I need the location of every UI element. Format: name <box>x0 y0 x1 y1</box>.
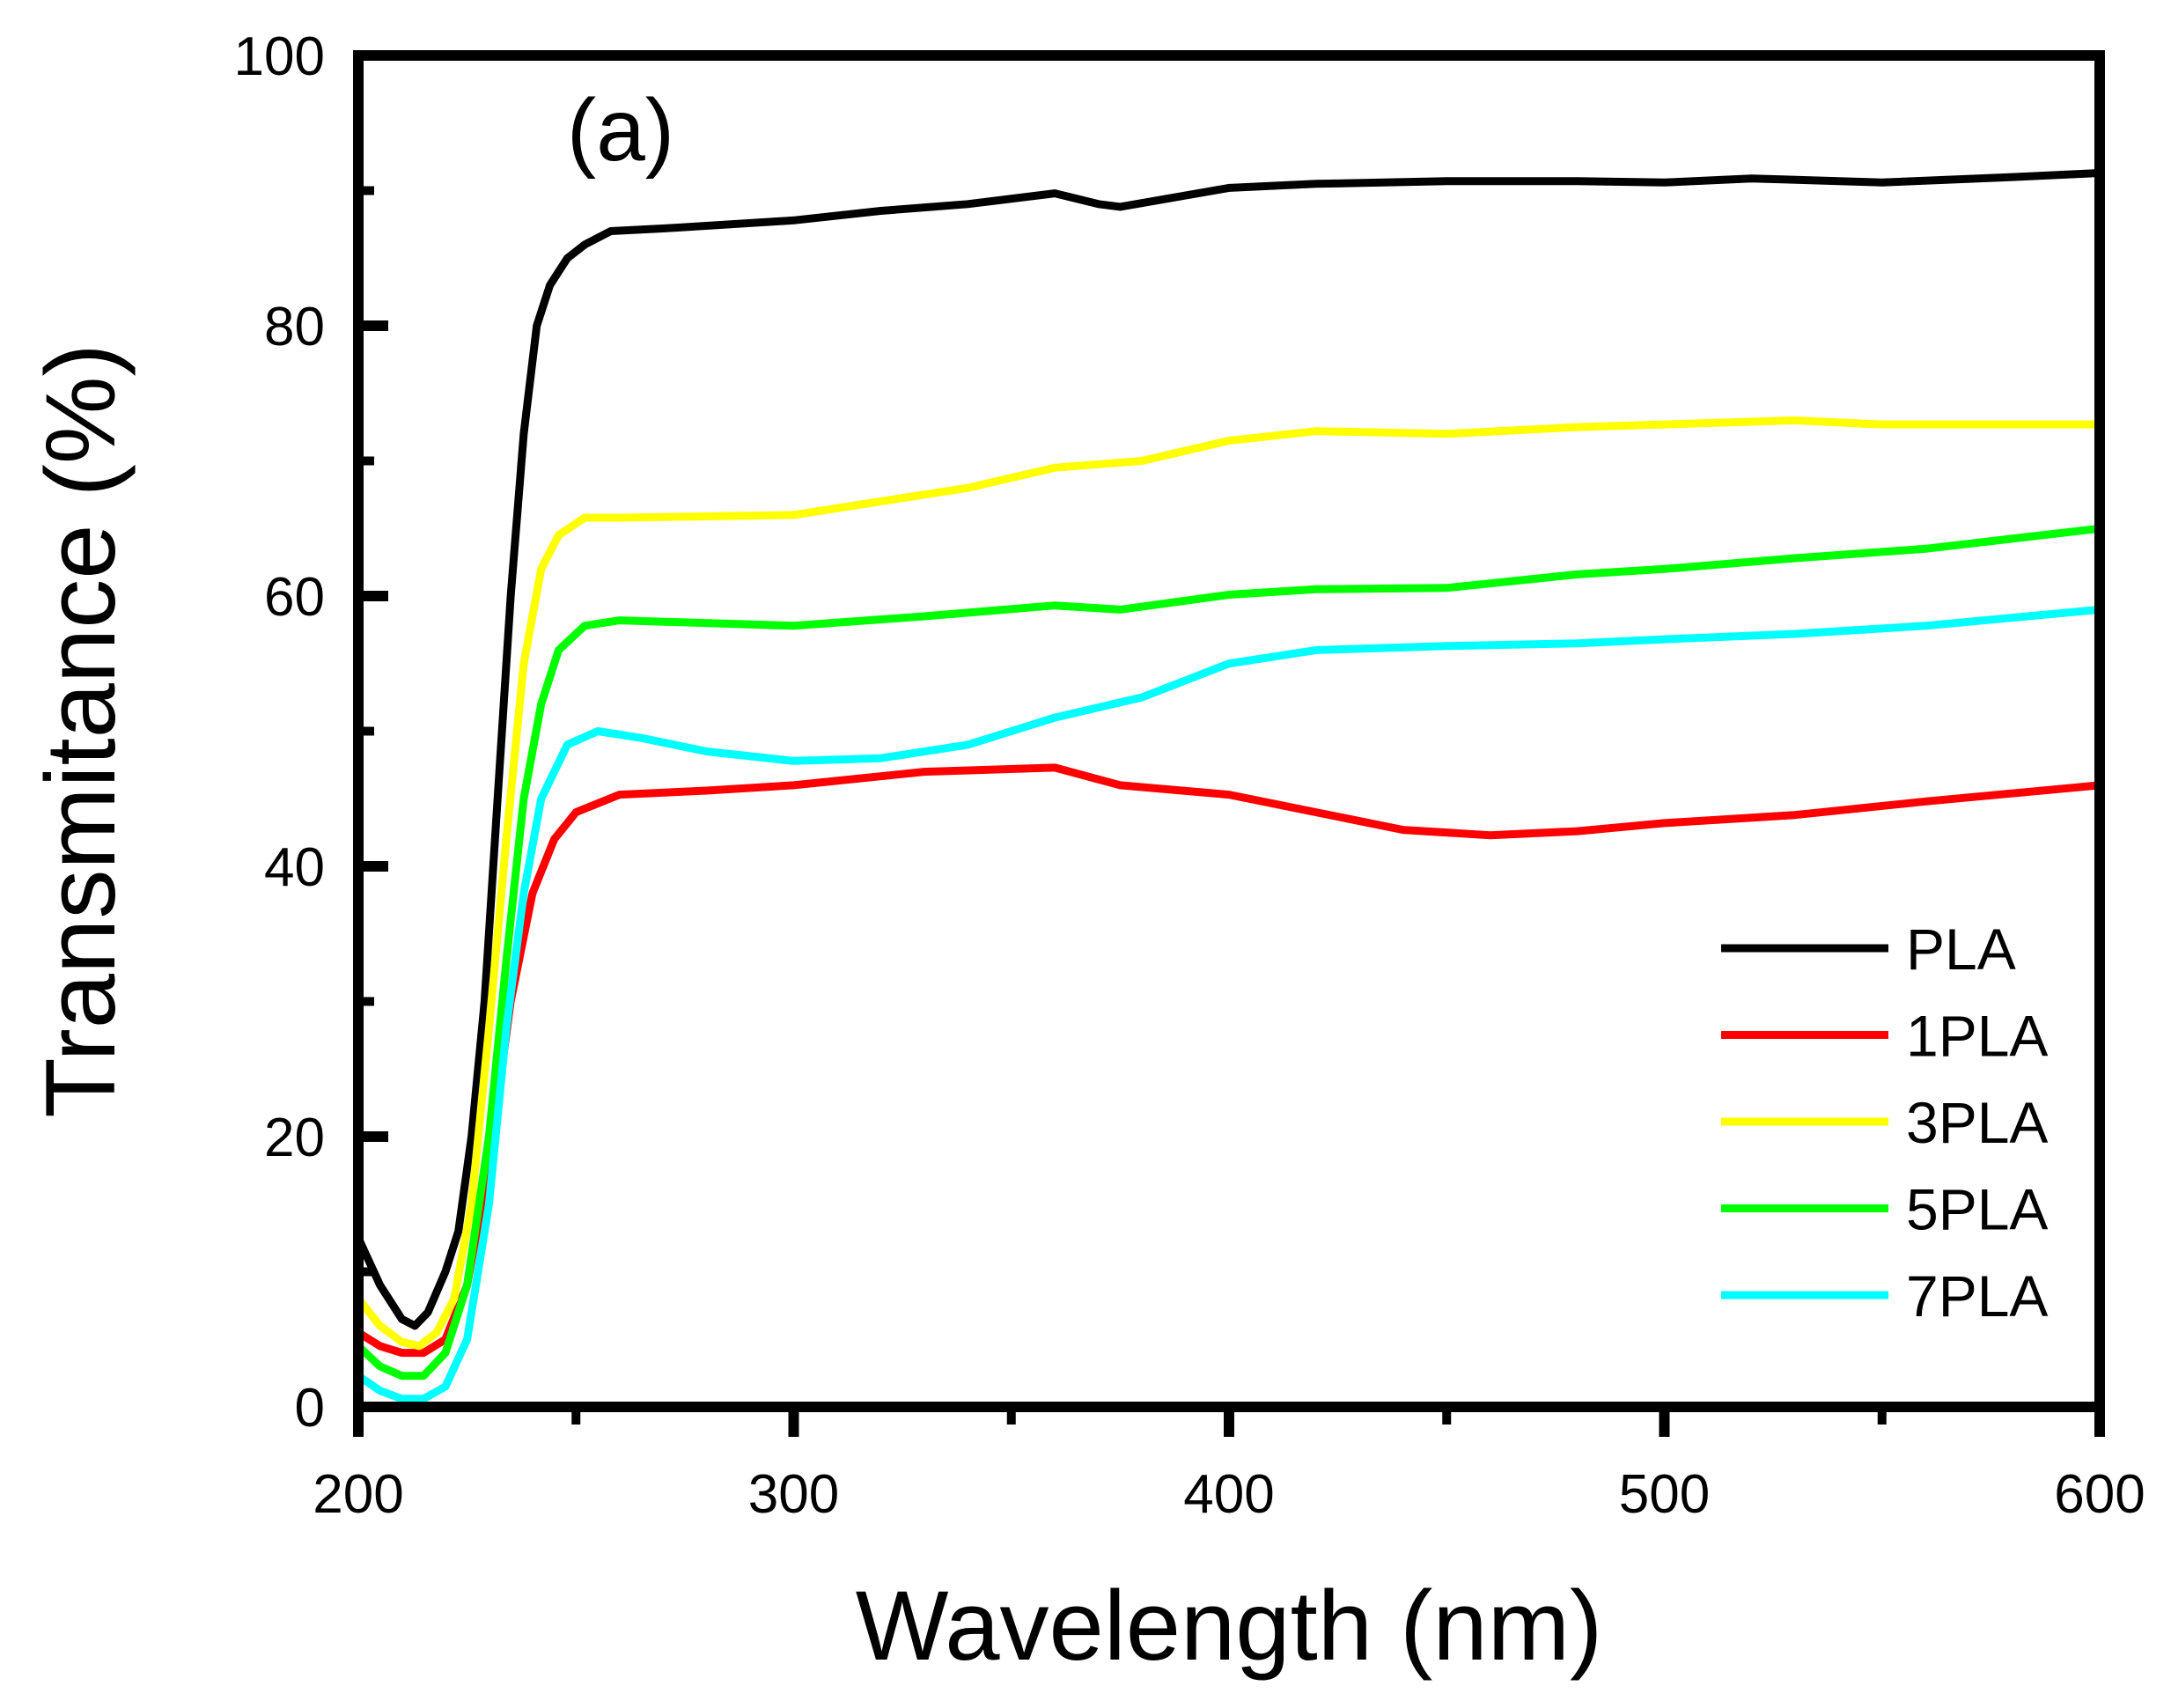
series-line-5pla <box>355 524 2101 1380</box>
x-tick-label: 500 <box>1619 1464 1710 1525</box>
y-tick-label: 0 <box>295 1378 325 1439</box>
y-axis-title: Transmitance (%) <box>26 343 136 1118</box>
x-axis-title: Wavelength (nm) <box>856 1571 1603 1681</box>
x-tick-label: 600 <box>2054 1464 2145 1525</box>
panel-label: (a) <box>567 81 674 180</box>
y-tick-label: 60 <box>264 567 325 628</box>
series-line-7pla <box>356 605 2101 1403</box>
legend-label: 5PLA <box>1906 1177 2048 1242</box>
legend-label: 3PLA <box>1906 1090 2048 1155</box>
legend-label: PLA <box>1906 917 2016 982</box>
y-tick-label: 40 <box>264 837 325 898</box>
y-tick-label: 80 <box>264 297 325 357</box>
legend: PLA 1PLA 3PLA 5PLA 7PLA <box>1721 917 2048 1329</box>
plot-frame <box>353 50 2105 1412</box>
y-tick-label: 20 <box>264 1108 325 1168</box>
legend-label: 1PLA <box>1906 1004 2048 1069</box>
ticks-layer: 200 300 400 500 600 0 20 40 60 80 100 <box>234 26 2145 1525</box>
series-layer <box>354 169 2101 1403</box>
x-tick-label: 200 <box>313 1464 403 1525</box>
legend-label: 7PLA <box>1906 1263 2048 1329</box>
series-line-pla <box>354 169 2101 1330</box>
y-tick-label: 100 <box>234 26 325 87</box>
x-tick-label: 300 <box>748 1464 839 1525</box>
series-line-3pla <box>355 416 2100 1351</box>
x-tick-label: 400 <box>1183 1464 1274 1525</box>
series-line-1pla <box>356 763 2101 1358</box>
